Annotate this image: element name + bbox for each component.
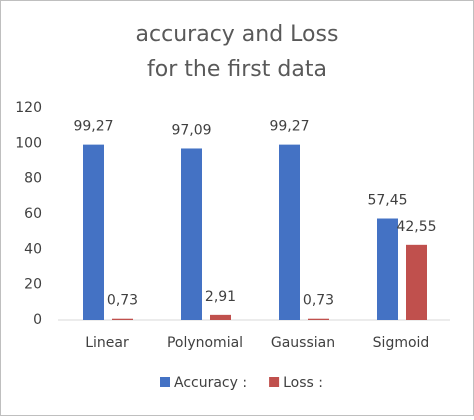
value-label: 57,45	[367, 193, 407, 209]
x-tick-label: Sigmoid	[373, 335, 430, 351]
legend-swatch	[160, 377, 170, 387]
bar	[279, 144, 300, 320]
chart-title: accuracy and Loss	[136, 22, 339, 47]
value-label: 0,73	[107, 293, 138, 309]
y-tick-label: 60	[24, 206, 42, 222]
bar	[377, 218, 398, 320]
bar	[112, 318, 133, 320]
chart-title: for the first data	[147, 57, 327, 82]
value-label: 97,09	[171, 122, 211, 138]
x-tick-label: Linear	[85, 335, 129, 351]
y-tick-label: 40	[24, 241, 42, 257]
y-tick-label: 80	[24, 171, 42, 187]
y-tick-label: 120	[15, 100, 42, 116]
y-tick-label: 0	[33, 312, 42, 328]
y-tick-label: 20	[24, 277, 42, 293]
value-label: 99,27	[269, 119, 309, 135]
value-label: 42,55	[396, 219, 436, 235]
bar	[181, 148, 202, 320]
x-tick-label: Gaussian	[271, 335, 335, 351]
value-label: 99,27	[73, 119, 113, 135]
x-tick-label: Polynomial	[167, 335, 243, 351]
value-label: 2,91	[205, 289, 236, 305]
y-tick-label: 100	[15, 135, 42, 151]
bar	[406, 244, 427, 320]
bar	[210, 314, 231, 320]
legend-label: Accuracy :	[174, 375, 247, 391]
bar	[308, 318, 329, 320]
value-label: 0,73	[303, 293, 334, 309]
legend-swatch	[269, 377, 280, 387]
bar	[83, 144, 104, 320]
legend-label: Loss :	[283, 375, 323, 391]
